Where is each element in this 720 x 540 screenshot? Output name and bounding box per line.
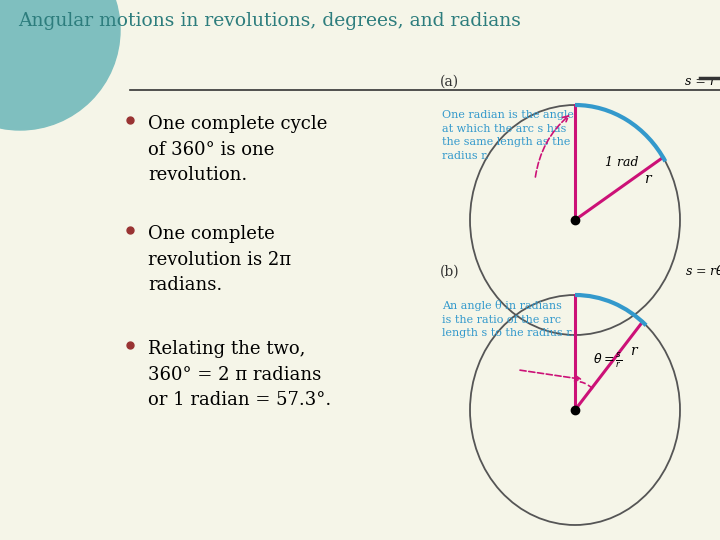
Circle shape [0, 0, 120, 130]
Text: Angular motions in revolutions, degrees, and radians: Angular motions in revolutions, degrees,… [18, 12, 521, 30]
Text: s = r: s = r [685, 75, 716, 88]
Text: Relating the two,
360° = 2 π radians
or 1 radian = 57.3°.: Relating the two, 360° = 2 π radians or … [148, 340, 331, 409]
Text: s = r$\theta$: s = r$\theta$ [685, 264, 720, 278]
Text: (a): (a) [440, 75, 459, 89]
Text: One complete cycle
of 360° is one
revolution.: One complete cycle of 360° is one revolu… [148, 115, 328, 184]
Text: r: r [644, 172, 651, 186]
Text: One complete
revolution is 2π
radians.: One complete revolution is 2π radians. [148, 225, 291, 294]
Text: An angle θ in radians
is the ratio of the arc
length s to the radius r.: An angle θ in radians is the ratio of th… [442, 300, 574, 338]
Text: One radian is the angle
at which the arc s has
the same length as the
radius r.: One radian is the angle at which the arc… [442, 110, 574, 161]
Text: 1 rad: 1 rad [605, 156, 638, 169]
Text: $\theta = \frac{s}{r}$: $\theta = \frac{s}{r}$ [593, 352, 622, 370]
Text: (b): (b) [440, 265, 459, 279]
Text: r: r [629, 343, 636, 357]
Circle shape [0, 0, 100, 95]
